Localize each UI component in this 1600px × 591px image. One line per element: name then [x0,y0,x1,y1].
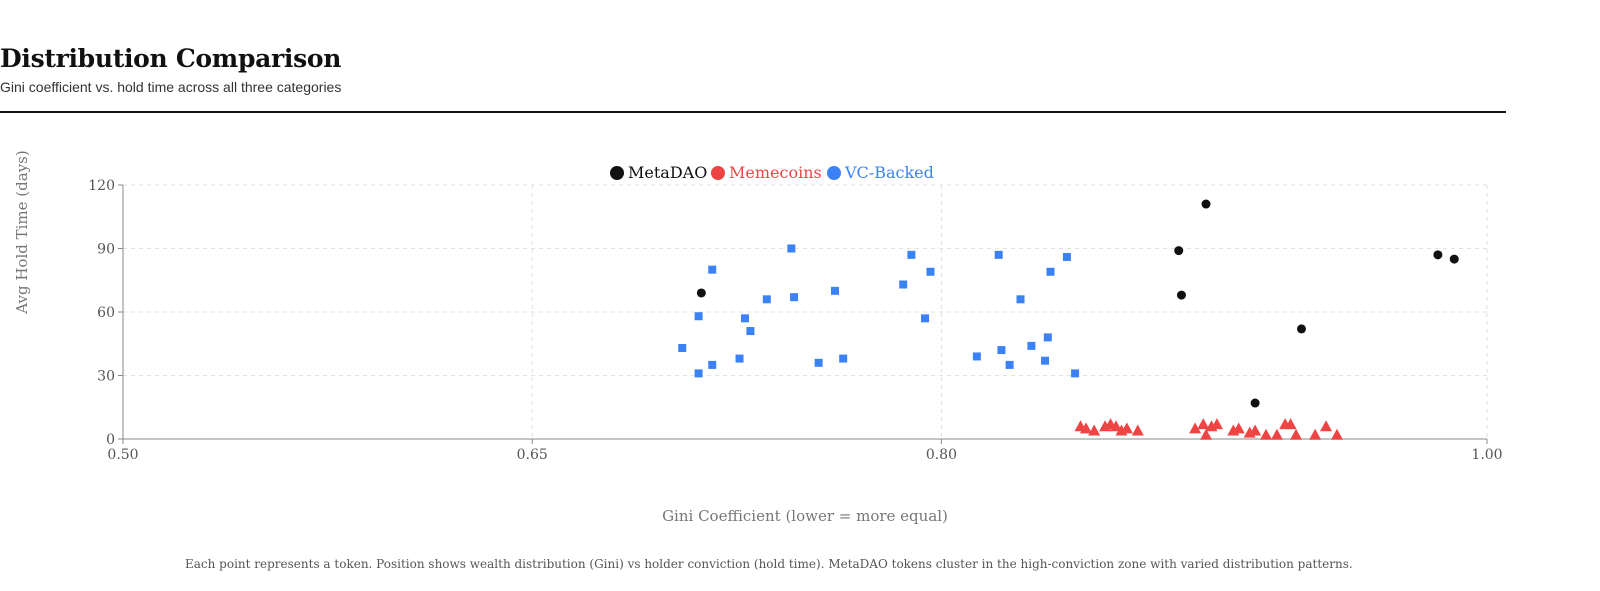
vc-backed-point [972,352,981,361]
memecoin-point [1284,418,1297,430]
vc-backed-point [1041,356,1050,365]
vc-backed-point [926,267,935,276]
vc-backed-point [708,265,717,274]
chart-footnote: Each point represents a token. Position … [185,557,1353,571]
vc-backed-point [708,360,717,369]
vc-backed-point [787,244,796,253]
legend-label: MetaDAO [628,163,707,182]
memecoin-point [1290,428,1303,440]
y-tick-label: 0 [106,432,115,448]
vc-backed-point [839,354,848,363]
vc-backed-point [1046,267,1055,276]
legend-label: Memecoins [729,163,822,182]
metadao-point [1449,254,1459,264]
vc-backed-point [907,250,916,259]
memecoin-point [1270,428,1283,440]
chart-title: Distribution Comparison [0,44,342,73]
metadao-point [1250,398,1260,408]
memecoin-point [1131,424,1144,436]
vc-backed-point [762,295,771,304]
vc-backed-point [1016,295,1025,304]
memecoin-point [1189,422,1202,434]
vc-backed-point [1062,252,1071,261]
legend: MetaDAO Memecoins VC-Backed [610,163,934,182]
chart-subtitle: Gini coefficient vs. hold time across al… [0,79,342,95]
memecoin-point [1232,422,1245,434]
memecoin-point [1249,424,1262,436]
vc-backed-point [735,354,744,363]
y-tick-label: 90 [97,242,115,258]
legend-marker [711,166,725,180]
vc-backed-point [678,343,687,352]
vc-backed-point [746,327,755,336]
memecoin-point [1120,422,1133,434]
grid-lines [123,184,1488,439]
x-tick-label: 0.50 [107,447,138,463]
metadao-point [1174,246,1184,256]
vc-backed-point [831,286,840,295]
vc-backed-point [1027,341,1036,350]
vc-backed-point [1005,360,1014,369]
vc-backed-point [694,369,703,378]
x-tick-label: 1.00 [1471,447,1502,463]
legend-label: VC-Backed [844,163,934,182]
vc-backed-point [921,314,930,323]
x-axis-title: Gini Coefficient (lower = more equal) [662,507,948,525]
legend-marker [827,166,841,180]
vc-backed-point [994,250,1003,259]
metadao-point [696,288,706,298]
legend-marker [610,166,624,180]
memecoin-point [1088,424,1101,436]
metadao-point [1296,324,1306,334]
x-tick-label: 0.80 [926,447,957,463]
memecoin-point [1309,428,1322,440]
memecoin-point [1079,422,1092,434]
vc-backed-point [997,346,1006,355]
y-tick-label: 30 [97,369,115,385]
memecoin-point [1109,420,1122,432]
y-tick-label: 60 [97,305,115,321]
vc-backed-point [899,280,908,289]
vc-backed-point [814,358,823,367]
vc-backed-point [740,314,749,323]
tick-labels: 0 30 60 90 120 0.50 0.65 0.80 1.00 [88,178,1502,463]
memecoin-point [1260,428,1273,440]
metadao-point [1433,250,1443,260]
header-divider [0,111,1506,113]
y-axis-title: Avg Hold Time (days) [13,150,31,314]
memecoin-point [1320,420,1333,432]
memecoin-point [1197,418,1210,430]
vc-backed-point [790,293,799,302]
y-tick-label: 120 [88,178,115,194]
x-tick-label: 0.65 [517,447,548,463]
memecoin-point [1200,428,1213,440]
metadao-point [1201,199,1211,209]
memecoin-point [1330,428,1343,440]
chart-header: Distribution Comparison Gini coefficient… [0,44,1506,95]
vc-backed-point [1043,333,1052,342]
vc-backed-point [1071,369,1080,378]
metadao-point [1176,290,1186,300]
data-points [678,199,1459,440]
memecoin-point [1210,418,1223,430]
vc-backed-point [694,312,703,321]
